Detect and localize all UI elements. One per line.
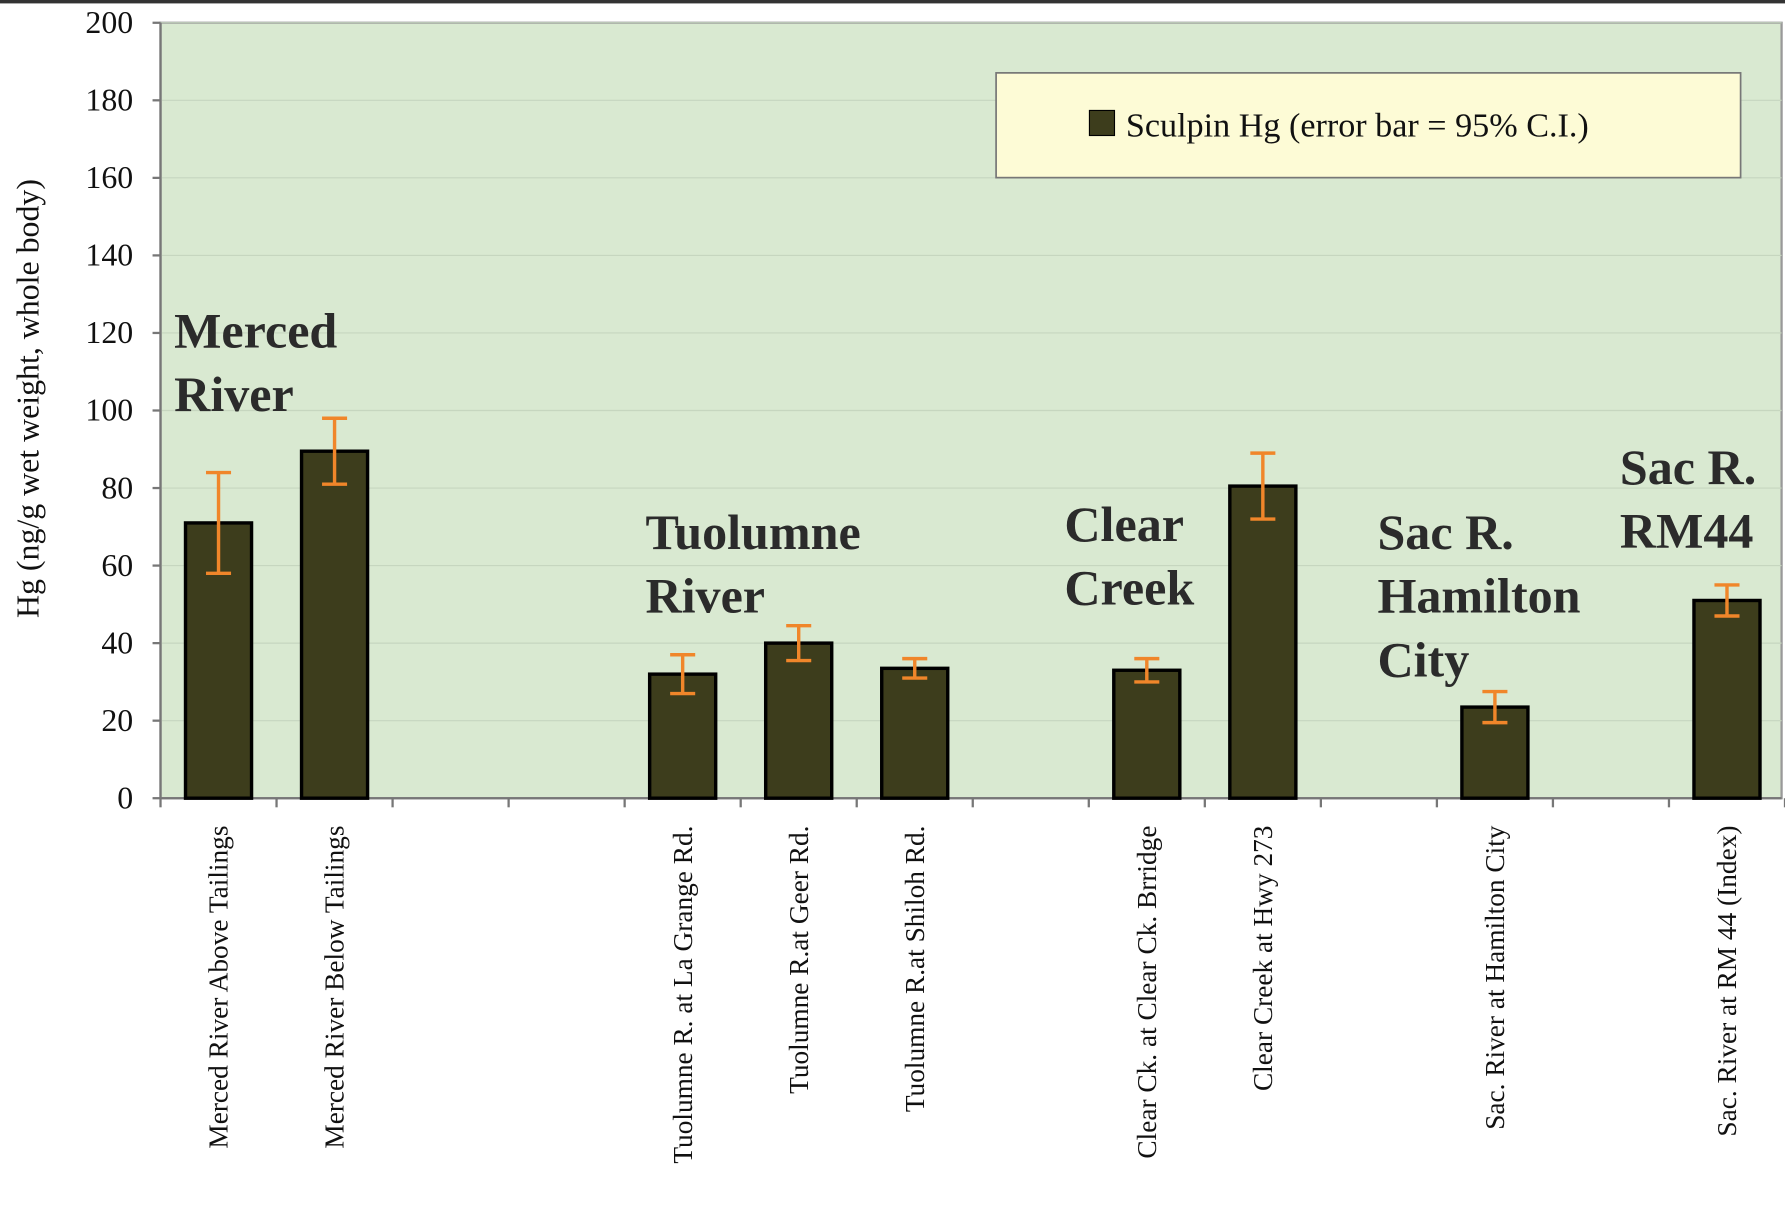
y-tick-label: 60 — [101, 548, 133, 583]
x-tick-label: Tuolumne R. at La Grange Rd. — [668, 826, 698, 1164]
x-tick-label: Merced River Below Tailings — [320, 826, 350, 1149]
y-tick-label: 160 — [85, 160, 133, 195]
y-tick-label: 120 — [85, 315, 133, 350]
bar — [299, 449, 370, 800]
y-tick-label: 140 — [85, 238, 133, 273]
bar — [1228, 484, 1298, 800]
group-label: River — [174, 366, 294, 422]
group-label: Creek — [1064, 560, 1194, 616]
bar — [763, 641, 834, 800]
y-tick-label: 180 — [85, 83, 133, 118]
y-tick-label: 200 — [85, 5, 133, 40]
x-tick-label: Tuolumne R.at Shiloh Rd. — [900, 826, 930, 1113]
legend-label: Sculpin Hg (error bar = 95% C.I.) — [1126, 108, 1589, 145]
group-label: Sac R. — [1620, 439, 1756, 495]
group-label: Tuolumne — [645, 504, 860, 560]
error-bar — [322, 416, 348, 486]
group-label: City — [1377, 631, 1469, 687]
bar — [1112, 668, 1182, 800]
y-tick-label: 80 — [101, 470, 133, 505]
y-axis-label: Hg (ng/g wet weight, whole body) — [11, 179, 46, 618]
x-tick-label: Tuolumne R.at Geer Rd. — [784, 826, 814, 1094]
error-bar — [206, 470, 232, 576]
x-tick-label: Merced River Above Tailings — [204, 826, 234, 1149]
legend-box — [995, 72, 1742, 179]
x-tick-label: Clear Ck. at Clear Ck. Brridge — [1132, 826, 1162, 1159]
error-bar — [1482, 689, 1508, 725]
group-label: Merced — [174, 302, 337, 358]
group-label: Hamilton — [1377, 568, 1580, 624]
group-label: Clear — [1064, 496, 1184, 552]
y-tick-label: 0 — [117, 780, 133, 815]
y-tick-label: 40 — [101, 625, 133, 660]
bar — [1692, 598, 1762, 800]
error-bar — [1250, 451, 1276, 521]
error-bar — [1714, 583, 1740, 618]
error-bar — [902, 656, 928, 680]
group-label: River — [645, 568, 765, 624]
bar — [880, 666, 950, 800]
x-tick-label: Sac. River at Hamilton City — [1480, 825, 1510, 1130]
x-tick-label: Sac. River at RM 44 (Index) — [1712, 826, 1742, 1137]
group-label: Sac R. — [1377, 504, 1513, 560]
y-tick-label: 100 — [85, 393, 133, 428]
group-label: RM44 — [1620, 503, 1753, 559]
top-border — [0, 0, 1785, 4]
error-bar — [786, 623, 812, 663]
error-bar — [670, 653, 696, 696]
legend-swatch — [1088, 109, 1116, 137]
error-bar — [1134, 656, 1160, 684]
x-tick-label: Clear Creek at Hwy 273 — [1248, 826, 1278, 1092]
y-tick-label: 20 — [101, 703, 133, 738]
